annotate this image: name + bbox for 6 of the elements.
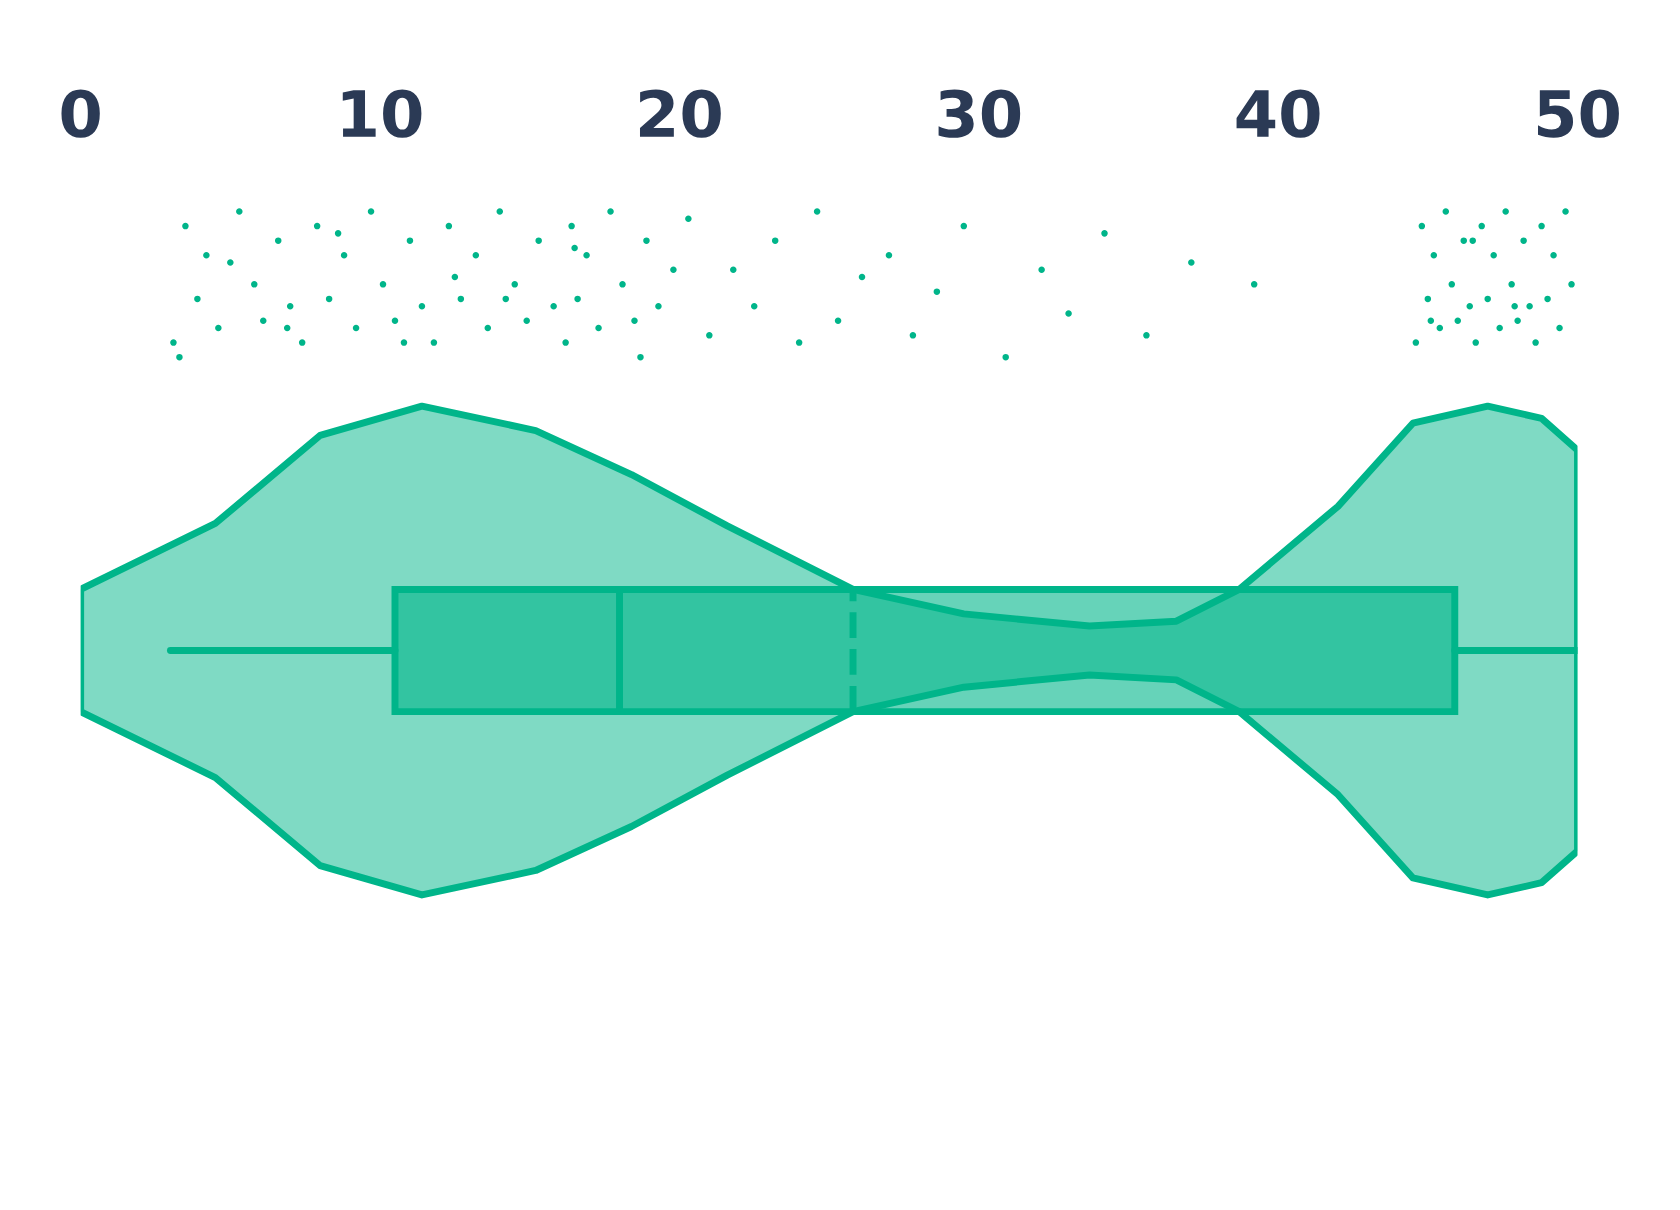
x-tick-label: 20 xyxy=(639,89,721,138)
x-tick-label: 40 xyxy=(1236,89,1320,138)
x-tick-label: 50 xyxy=(1538,89,1619,138)
x-tick-label: 30 xyxy=(938,89,1021,138)
x-tick-label: 10 xyxy=(342,89,422,138)
x-tick-label: 0 xyxy=(61,89,100,138)
